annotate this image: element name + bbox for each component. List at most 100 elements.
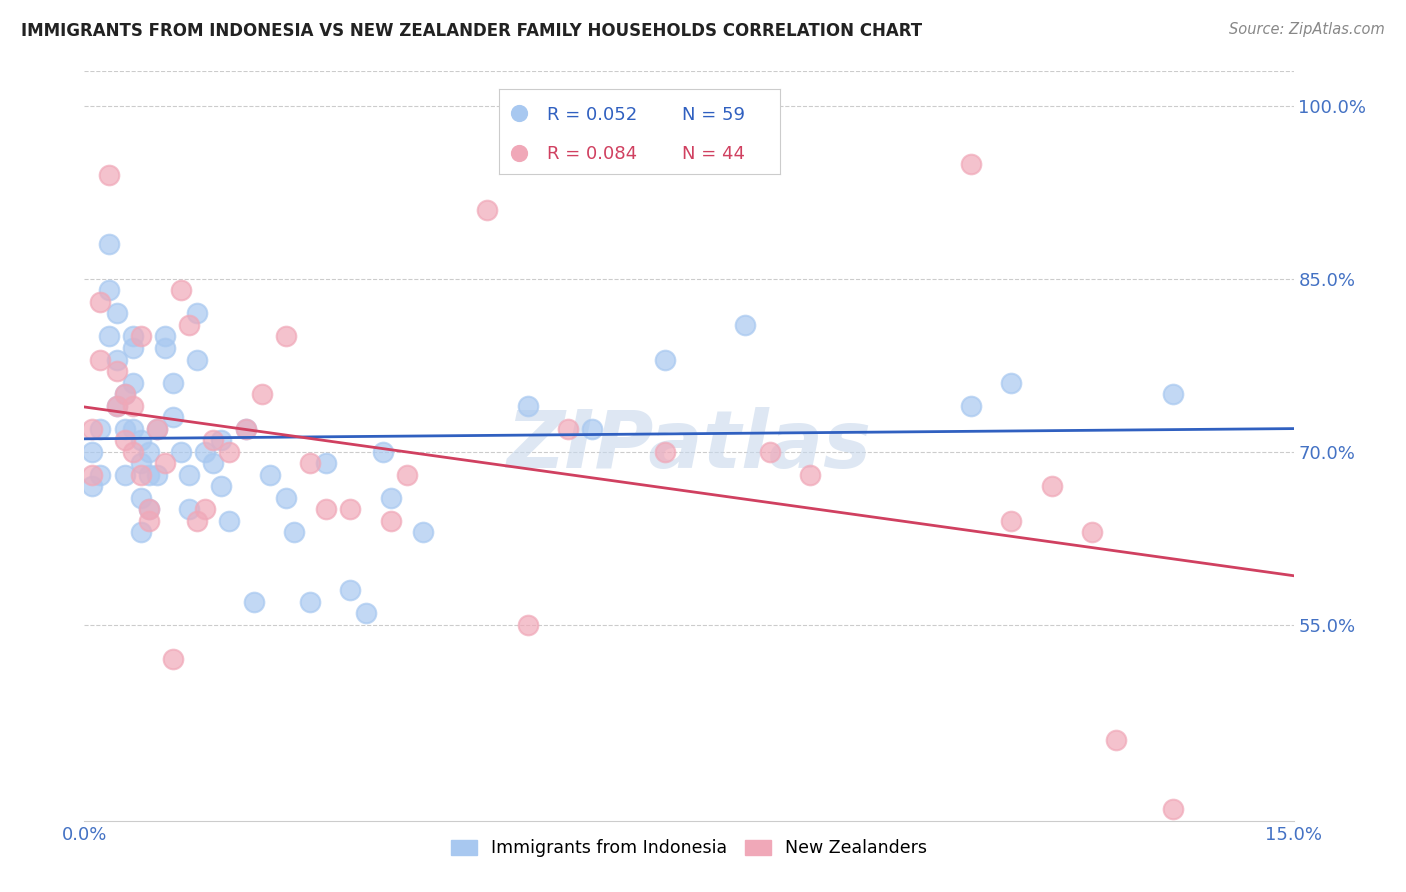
Point	[654, 444, 676, 458]
Point	[138, 502, 160, 516]
Point	[121, 329, 143, 343]
Point	[654, 352, 676, 367]
Point	[129, 456, 152, 470]
Point	[516, 617, 538, 632]
Point	[114, 387, 136, 401]
Legend: Immigrants from Indonesia, New Zealanders: Immigrants from Indonesia, New Zealander…	[444, 832, 934, 864]
Point	[105, 352, 128, 367]
Point	[162, 410, 184, 425]
Point	[380, 514, 402, 528]
Point	[105, 306, 128, 320]
Text: N = 59: N = 59	[682, 105, 745, 124]
Point	[105, 399, 128, 413]
Point	[121, 399, 143, 413]
Point	[186, 514, 208, 528]
Point	[356, 606, 378, 620]
Point	[395, 467, 418, 482]
Point	[557, 422, 579, 436]
Point	[121, 341, 143, 355]
Point	[170, 444, 193, 458]
Point	[146, 467, 169, 482]
Point	[274, 329, 297, 343]
Point	[138, 502, 160, 516]
Point	[89, 422, 111, 436]
Point	[179, 502, 201, 516]
Point	[105, 364, 128, 378]
Point	[121, 444, 143, 458]
Point	[121, 422, 143, 436]
Point	[235, 422, 257, 436]
Point	[89, 467, 111, 482]
Point	[758, 444, 780, 458]
Point	[153, 329, 176, 343]
Point	[97, 168, 120, 182]
Point	[186, 352, 208, 367]
Point	[218, 514, 240, 528]
Point	[1161, 802, 1184, 816]
Point	[114, 387, 136, 401]
Point	[179, 467, 201, 482]
Point	[194, 502, 217, 516]
Point	[82, 467, 104, 482]
Point	[114, 434, 136, 448]
Point	[129, 467, 152, 482]
Point	[250, 387, 273, 401]
Point	[97, 284, 120, 298]
Point	[315, 456, 337, 470]
Point	[153, 341, 176, 355]
Point	[129, 434, 152, 448]
Point	[380, 491, 402, 505]
Point	[105, 399, 128, 413]
Point	[114, 467, 136, 482]
Point	[82, 444, 104, 458]
Point	[186, 306, 208, 320]
Point	[339, 502, 361, 516]
Point	[97, 237, 120, 252]
Point	[1000, 514, 1022, 528]
Text: R = 0.084: R = 0.084	[547, 145, 637, 163]
Point	[218, 444, 240, 458]
Point	[146, 422, 169, 436]
Point	[162, 376, 184, 390]
Text: R = 0.052: R = 0.052	[547, 105, 637, 124]
Point	[129, 329, 152, 343]
Point	[114, 422, 136, 436]
Point	[194, 444, 217, 458]
Point	[162, 652, 184, 666]
Point	[138, 514, 160, 528]
Point	[97, 329, 120, 343]
Point	[82, 422, 104, 436]
Point	[179, 318, 201, 332]
Point	[960, 156, 983, 170]
Text: N = 44: N = 44	[682, 145, 745, 163]
Point	[129, 491, 152, 505]
Point	[274, 491, 297, 505]
Point	[89, 352, 111, 367]
Point	[202, 456, 225, 470]
Point	[412, 525, 434, 540]
Point	[89, 294, 111, 309]
Point	[209, 479, 232, 493]
Text: Source: ZipAtlas.com: Source: ZipAtlas.com	[1229, 22, 1385, 37]
Point	[138, 467, 160, 482]
Point	[516, 399, 538, 413]
Point	[283, 525, 305, 540]
Point	[209, 434, 232, 448]
Point	[299, 456, 322, 470]
Point	[138, 444, 160, 458]
Point	[153, 456, 176, 470]
Point	[734, 318, 756, 332]
Point	[315, 502, 337, 516]
Text: IMMIGRANTS FROM INDONESIA VS NEW ZEALANDER FAMILY HOUSEHOLDS CORRELATION CHART: IMMIGRANTS FROM INDONESIA VS NEW ZEALAND…	[21, 22, 922, 40]
Point	[960, 399, 983, 413]
Point	[235, 422, 257, 436]
Point	[121, 376, 143, 390]
Point	[299, 594, 322, 608]
Point	[202, 434, 225, 448]
Point	[581, 422, 603, 436]
Point	[1000, 376, 1022, 390]
Point	[82, 479, 104, 493]
Point	[1105, 733, 1128, 747]
Point	[146, 422, 169, 436]
Point	[170, 284, 193, 298]
